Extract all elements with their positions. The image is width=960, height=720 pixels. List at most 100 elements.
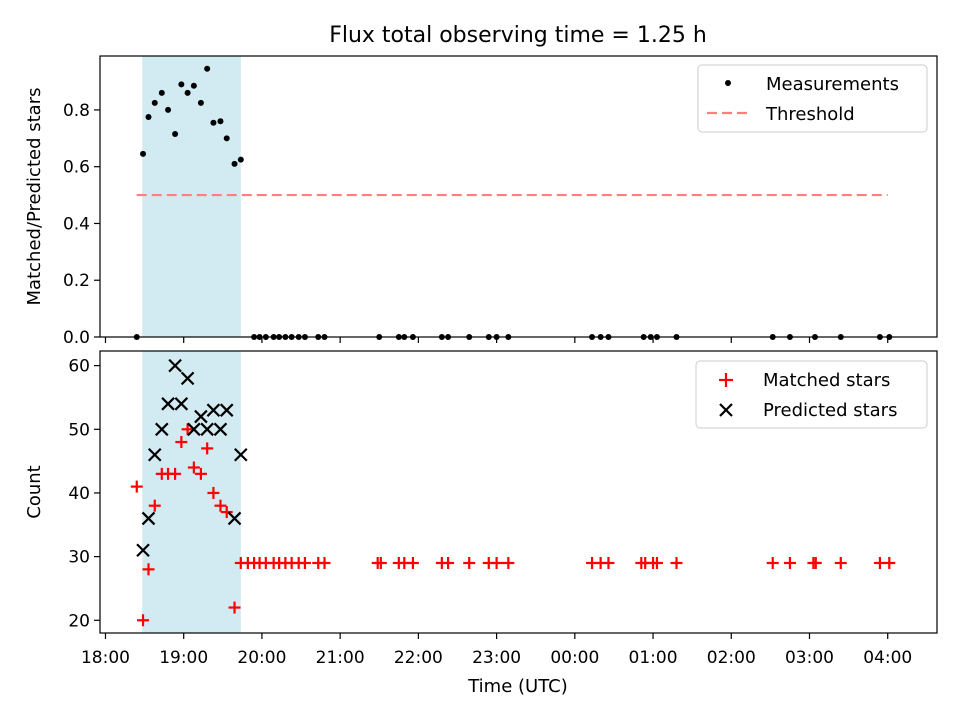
predicted-star-point (174, 397, 189, 411)
bottom-ytick-label: 50 (68, 420, 90, 440)
bottom-legend: Matched stars Predicted stars (695, 360, 928, 429)
predicted-star-stroke (187, 422, 201, 437)
bottom-xtick-label: 23:00 (472, 648, 521, 668)
bottom-axes-ticks: 20 30 40 50 60 18:00 19:00 20:00 21:00 22:00 23:00… (68, 357, 912, 668)
matched-star-point (142, 563, 155, 576)
measurement-point (172, 131, 179, 138)
predicted-star-point (234, 447, 248, 462)
measurement-point (237, 156, 244, 163)
matched-star-point (783, 556, 796, 569)
matched-star-point (207, 486, 220, 499)
top-y-axis-label: Matched/Predicted stars (24, 88, 45, 306)
top-plot-frame (99, 55, 938, 338)
predicted-star-point (187, 422, 201, 437)
bottom-xtick-label: 03:00 (785, 648, 834, 668)
predicted-star-point (219, 403, 234, 417)
matched-star-point (883, 556, 896, 569)
measurement-point (178, 81, 185, 88)
predicted-star-point (194, 409, 208, 424)
measurement-point (140, 150, 147, 157)
matched-star-point (181, 423, 194, 436)
predicted-star-stroke (200, 422, 214, 437)
observing-window-span-top (142, 56, 241, 337)
bottom-xtick-label: 02:00 (707, 648, 756, 668)
x-axis-label: Time (UTC) (467, 676, 568, 697)
matched-star-point (298, 556, 311, 569)
chart-title: Flux total observing time = 1.25 h (329, 23, 707, 48)
predicted-star-stroke (141, 511, 156, 526)
predicted-star-point (180, 371, 195, 386)
measurement-point (217, 118, 224, 125)
bottom-plot-frame (99, 350, 938, 634)
predicted-star-stroke (194, 409, 208, 424)
predicted-star-stroke (161, 397, 175, 411)
top-legend: Measurements Threshold (697, 64, 928, 133)
matched-star-point (228, 601, 241, 614)
matched-star-point (406, 556, 419, 569)
bottom-xtick-label: 20:00 (237, 648, 286, 668)
matched-star-point (169, 467, 182, 480)
measurement-point (151, 99, 158, 106)
bottom-ytick-label: 30 (68, 548, 90, 568)
matched-star-point (809, 556, 822, 569)
bottom-ytick-label: 20 (68, 611, 90, 631)
bottom-ytick-label: 40 (68, 484, 90, 504)
bottom-legend-box (695, 360, 928, 429)
matched-star-point (148, 499, 161, 512)
matched-star-point (220, 506, 233, 519)
predicted-star-stroke (155, 422, 169, 437)
legend-measurement-marker (725, 80, 731, 86)
matched-star-point (766, 556, 779, 569)
top-legend-box (697, 64, 928, 133)
matched-star-point (374, 556, 387, 569)
bottom-xtick-label: 01:00 (629, 648, 678, 668)
measurement-point (223, 135, 230, 142)
top-ytick-label: 0.2 (63, 271, 90, 291)
matched-star-point (201, 442, 214, 455)
matched-star-point (602, 556, 615, 569)
matched-star-point (137, 614, 150, 627)
predicted-star-stroke (219, 403, 234, 417)
top-ytick-label: 0.0 (63, 328, 90, 348)
top-panel-ratio: 0.00.20.40.60.8 Matched/Predicted stars … (24, 55, 938, 348)
top-ytick-label: 0.4 (63, 214, 90, 234)
bottom-panel-counts: 20 30 40 50 60 18:00 19:00 20:00 21:00 22:00 23:00… (24, 350, 938, 697)
predicted-star-points (136, 358, 248, 558)
top-ytick-label: 0.8 (63, 101, 90, 121)
bottom-xtick-label: 22:00 (394, 648, 443, 668)
predicted-star-stroke (213, 422, 228, 437)
predicted-star-stroke (206, 403, 221, 417)
legend-predicted-marker (719, 403, 733, 417)
predicted-star-stroke (168, 358, 182, 373)
predicted-star-stroke (234, 447, 248, 462)
bottom-xtick-label: 04:00 (863, 648, 912, 668)
matched-star-point (318, 556, 331, 569)
legend-matched-label: Matched stars (763, 370, 890, 391)
measurement-point (165, 106, 172, 113)
measurement-point (190, 82, 197, 89)
matched-star-point (463, 556, 476, 569)
measurement-point (210, 119, 217, 126)
matched-star-point (130, 480, 143, 493)
predicted-star-point (141, 511, 156, 526)
matched-star-point (502, 556, 515, 569)
predicted-star-stroke (136, 543, 150, 558)
top-ytick-label: 0.6 (63, 158, 90, 178)
bottom-ytick-label: 60 (68, 357, 90, 377)
matched-star-point (187, 461, 200, 474)
predicted-star-point (227, 511, 242, 526)
bottom-xtick-label: 00:00 (550, 648, 599, 668)
predicted-star-stroke (227, 511, 242, 526)
matched-star-point (490, 556, 503, 569)
measurement-point (145, 114, 152, 121)
matched-star-point (194, 467, 207, 480)
predicted-star-stroke (147, 447, 162, 462)
measurement-point (204, 65, 211, 72)
matched-star-point (442, 556, 455, 569)
predicted-star-point (213, 422, 228, 437)
bottom-y-axis-label: Count (24, 465, 45, 518)
matched-star-point (834, 556, 847, 569)
legend-predicted-label: Predicted stars (763, 400, 897, 421)
top-axes-ticks: 0.0 0.2 0.4 0.6 0.8 (63, 101, 889, 348)
